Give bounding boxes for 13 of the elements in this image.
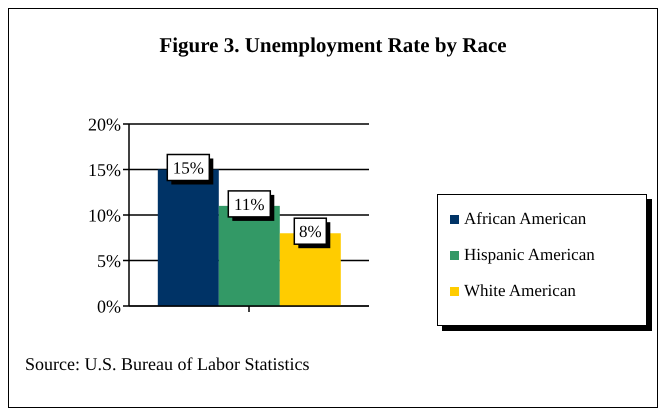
y-tick-label: 0% <box>97 296 121 316</box>
source-note: Source: U.S. Bureau of Labor Statistics <box>25 354 310 375</box>
y-tick-label: 5% <box>97 250 121 271</box>
legend-label: Hispanic American <box>463 245 596 265</box>
chart-title: Figure 3. Unemployment Rate by Race <box>158 33 508 58</box>
legend-label: African American <box>463 209 588 229</box>
y-tick-label: 15% <box>88 160 121 180</box>
y-tick-label: 20% <box>88 114 121 134</box>
data-label: 8% <box>298 222 322 242</box>
data-label: 11% <box>234 194 265 214</box>
y-tick-label: 10% <box>88 205 121 226</box>
data-label: 15% <box>172 158 204 178</box>
legend-label: White American <box>463 281 577 301</box>
